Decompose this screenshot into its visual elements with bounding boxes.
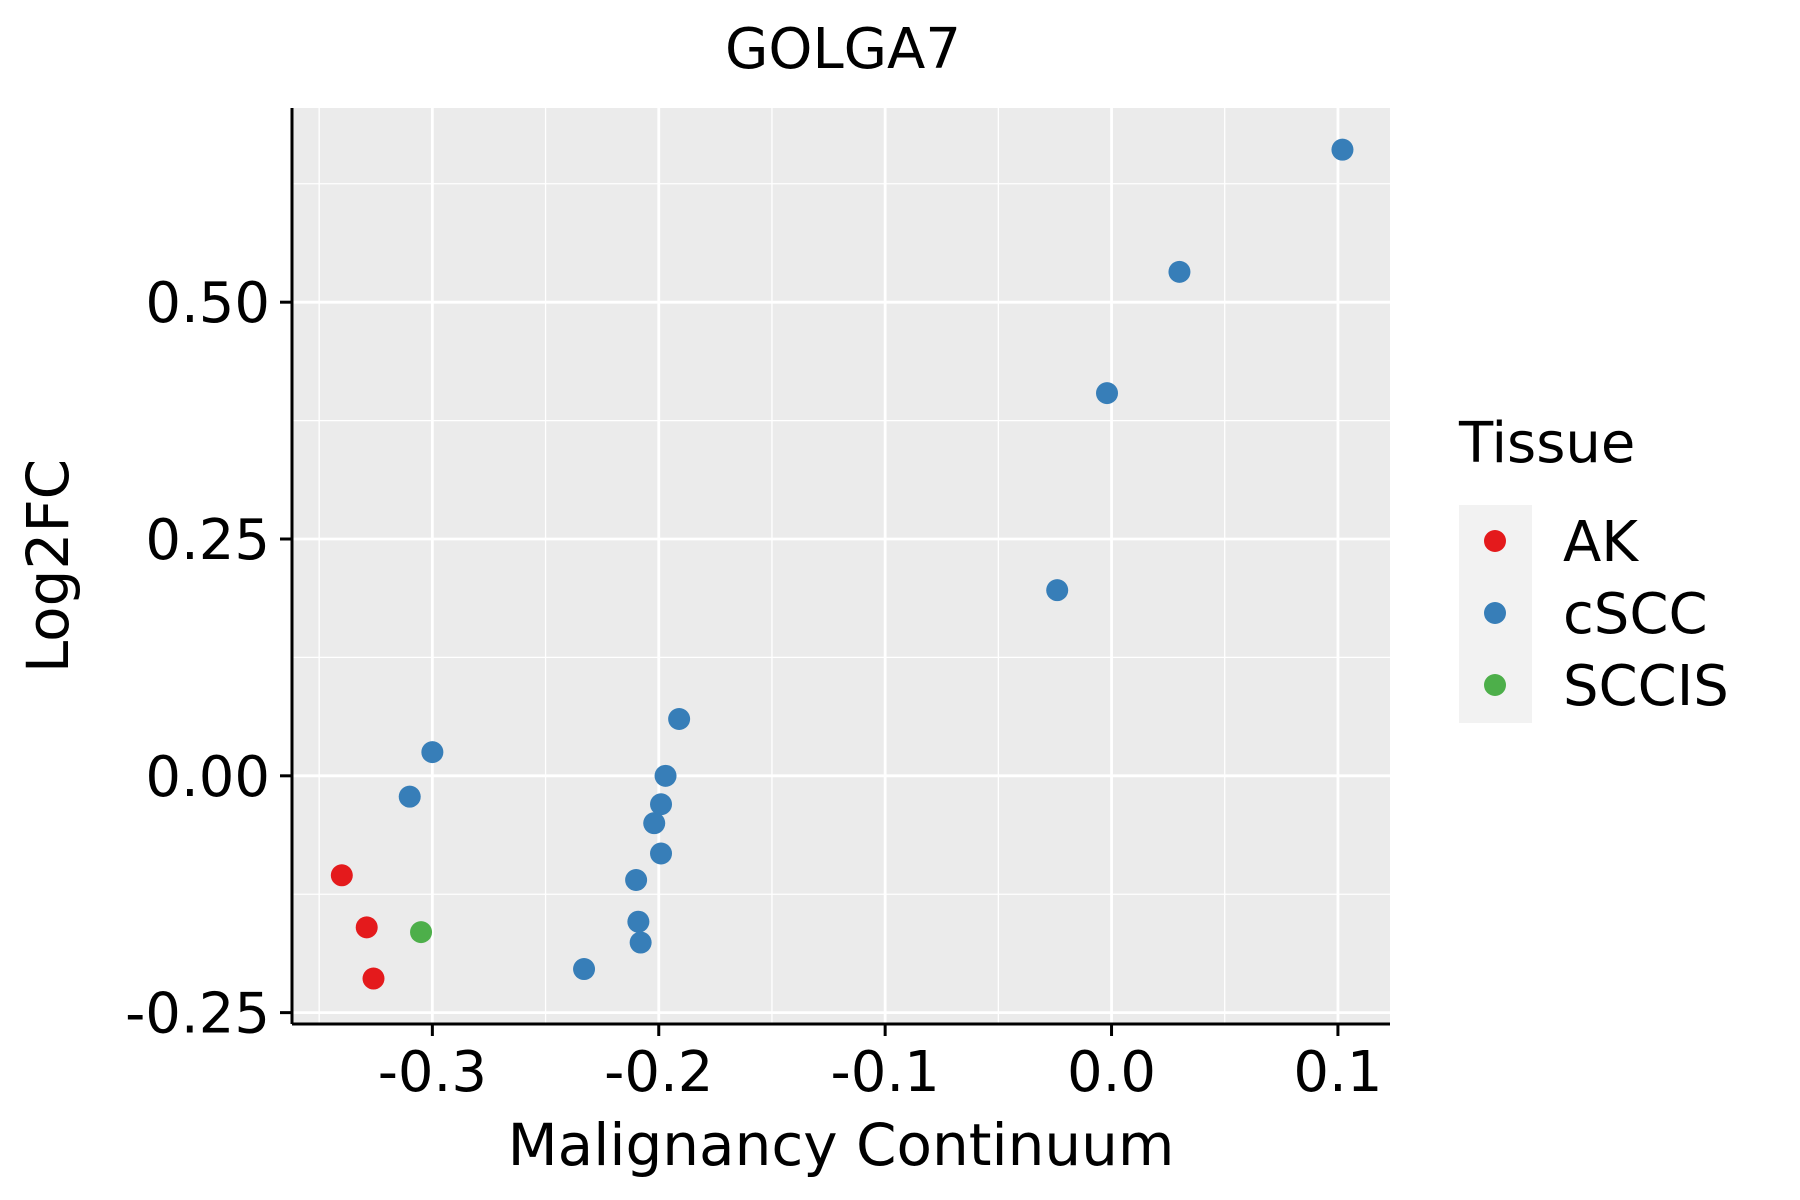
data-point-cscc <box>421 741 444 764</box>
grid-lines <box>292 108 1390 1024</box>
data-point-cscc <box>650 842 673 865</box>
data-point-cscc <box>625 869 648 892</box>
data-points <box>330 138 1354 990</box>
data-point-cscc <box>654 764 677 787</box>
y-tick-label: 0.00 <box>145 745 270 810</box>
y-tick-label: -0.25 <box>125 982 270 1047</box>
legend-label-sccis: SCCIS <box>1563 654 1729 719</box>
data-point-cscc <box>650 793 673 816</box>
data-point-ak <box>330 864 353 887</box>
x-tick-label: -0.3 <box>378 1040 487 1105</box>
axis-ticks: -0.3 -0.2 -0.1 0.0 0.1 -0.25 0.00 0.25 0.50 <box>125 271 1382 1105</box>
legend: Tissue AK cSCC SCCIS <box>1458 411 1729 723</box>
plot-panel <box>292 108 1390 1024</box>
data-point-cscc <box>627 910 650 933</box>
x-axis-label: Malignancy Continuum <box>508 1111 1175 1179</box>
data-point-cscc <box>1168 260 1191 283</box>
legend-key-cscc <box>1484 602 1506 624</box>
y-axis-label: Log2FC <box>14 459 82 673</box>
legend-key-sccis <box>1484 674 1506 696</box>
data-point-cscc <box>573 958 596 981</box>
legend-label-cscc: cSCC <box>1563 582 1708 647</box>
x-tick-label: -0.1 <box>831 1040 940 1105</box>
legend-key-ak <box>1484 530 1506 552</box>
legend-label-ak: AK <box>1563 510 1639 575</box>
x-tick-label: 0.1 <box>1293 1040 1382 1105</box>
data-point-cscc <box>398 785 421 808</box>
data-point-ak <box>362 967 385 990</box>
data-point-cscc <box>629 931 652 954</box>
data-point-cscc <box>1096 382 1119 405</box>
data-point-ak <box>355 916 378 939</box>
x-tick-label: -0.2 <box>604 1040 713 1105</box>
data-point-cscc <box>1331 138 1354 161</box>
x-tick-label: 0.0 <box>1067 1040 1156 1105</box>
data-point-sccis <box>410 921 433 944</box>
data-point-cscc <box>1046 579 1069 602</box>
chart-title: GOLGA7 <box>725 17 961 82</box>
data-point-cscc <box>668 707 691 730</box>
legend-title: Tissue <box>1458 411 1635 476</box>
legend-entries: AK cSCC SCCIS <box>1484 510 1729 719</box>
data-point-cscc <box>643 812 666 835</box>
y-tick-label: 0.50 <box>145 271 270 336</box>
y-tick-label: 0.25 <box>145 508 270 573</box>
